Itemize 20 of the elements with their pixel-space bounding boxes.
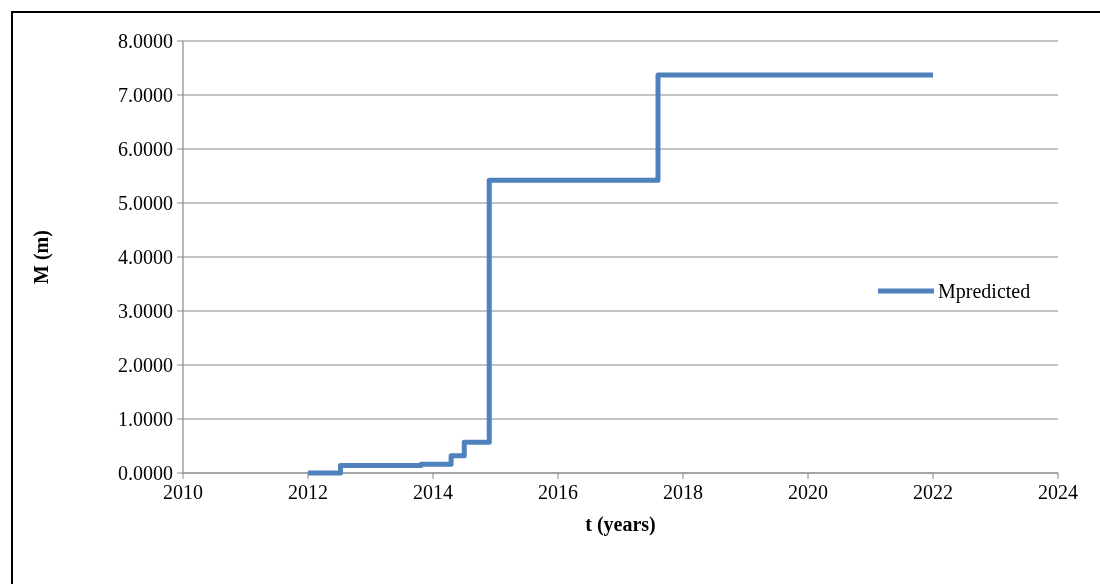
x-tick-label: 2010 [163,481,203,503]
x-tick-label: 2012 [288,481,328,503]
y-tick-label: 5.0000 [118,192,173,214]
y-tick-label: 0.0000 [118,462,173,484]
x-axis-title: t (years) [585,513,656,536]
x-tick-label: 2024 [1038,481,1078,503]
y-tick-label: 6.0000 [118,138,173,160]
y-tick-label: 1.0000 [118,408,173,430]
y-tick-label: 2.0000 [118,354,173,376]
y-tick-label: 3.0000 [118,300,173,322]
x-tick-label: 2020 [788,481,828,503]
y-tick-label: 4.0000 [118,246,173,268]
x-tick-label: 2018 [663,481,703,503]
x-tick-label: 2014 [413,481,453,503]
y-axis-title: M (m) [30,230,53,284]
y-tick-label: 8.0000 [118,30,173,52]
legend-label: Mpredicted [938,280,1031,303]
x-tick-label: 2022 [913,481,953,503]
y-tick-label: 7.0000 [118,84,173,106]
x-tick-label: 2016 [538,481,578,503]
